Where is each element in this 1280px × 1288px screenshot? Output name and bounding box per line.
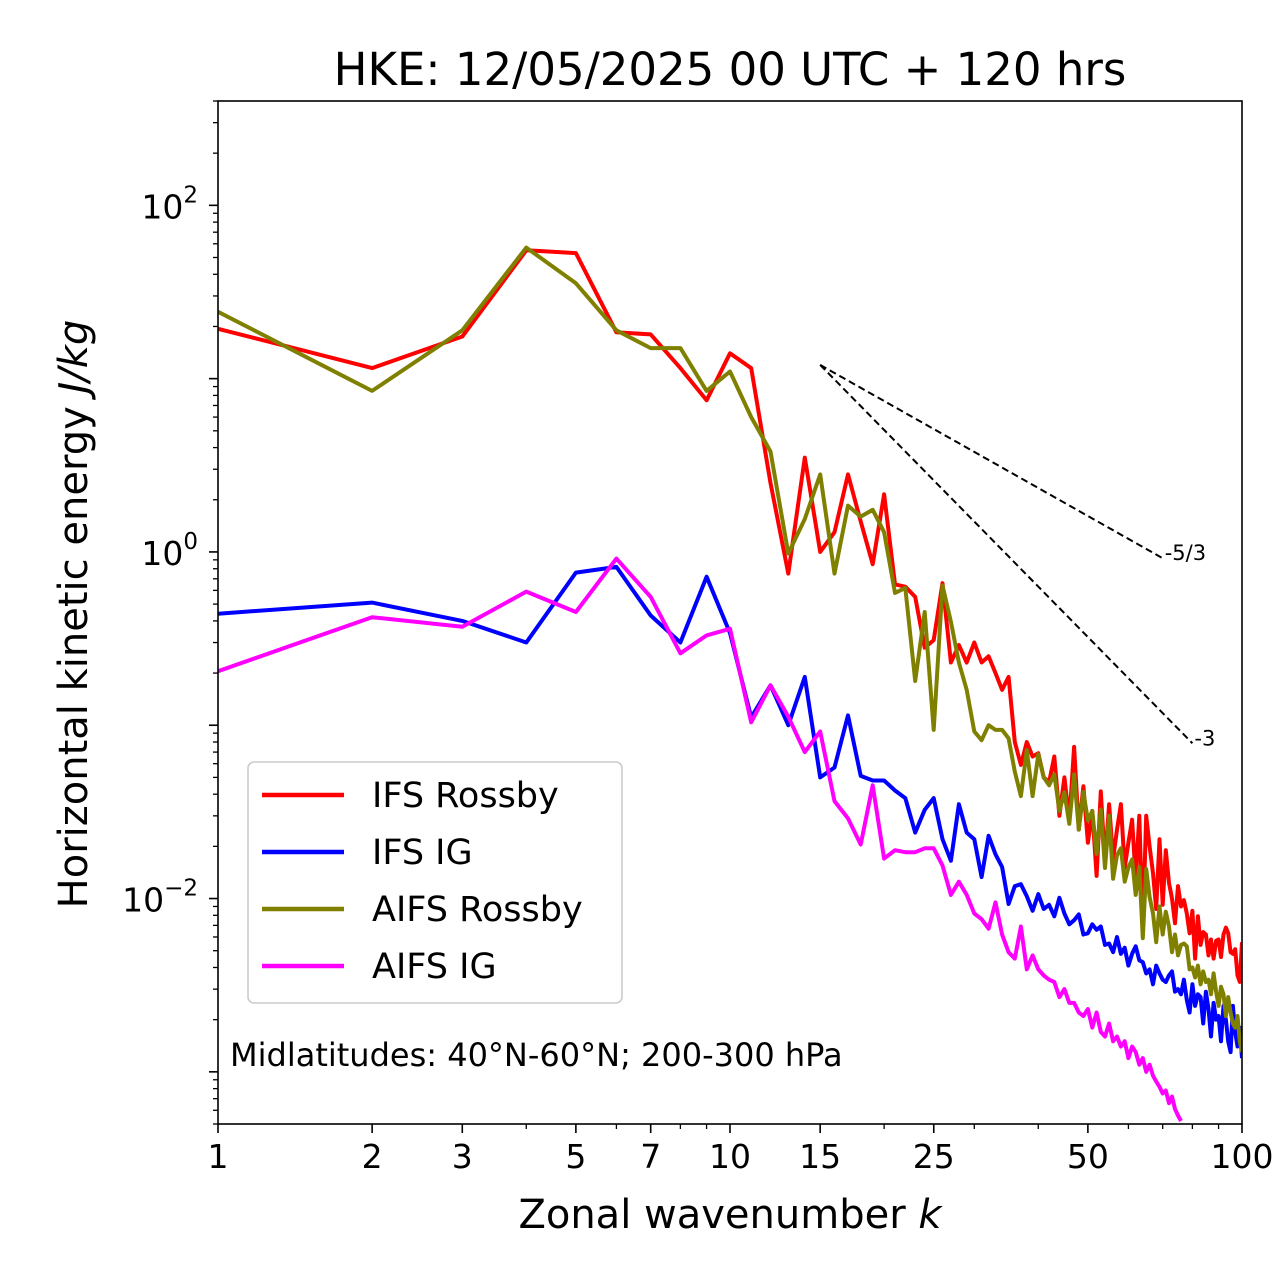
x-tick-label: 100 bbox=[1211, 1137, 1274, 1176]
x-tick-label: 2 bbox=[362, 1137, 383, 1176]
y-axis: 10−2 100 102 bbox=[122, 100, 218, 1125]
reference-line-1 bbox=[819, 364, 1194, 744]
series-line-0 bbox=[218, 248, 1242, 984]
legend-box bbox=[247, 761, 623, 1004]
chart-title: HKE: 12/05/2025 00 UTC + 120 hrs bbox=[334, 43, 1127, 96]
x-tick-label: 10 bbox=[709, 1137, 751, 1176]
x-tick-label: 50 bbox=[1067, 1137, 1109, 1176]
x-tick-label: 5 bbox=[565, 1137, 586, 1176]
reference-slope-labels: -5/3 -3 bbox=[1165, 541, 1216, 750]
y-tick-label: 10−2 bbox=[122, 876, 198, 920]
legend-label-1: IFS IG bbox=[372, 833, 473, 873]
x-axis: 1 2 3 5 7 10 15 25 50 100 bbox=[208, 1124, 1274, 1176]
x-tick-label: 3 bbox=[452, 1137, 473, 1176]
reference-label-0: -5/3 bbox=[1165, 541, 1206, 565]
legend-label-2: AIFS Rossby bbox=[372, 890, 583, 930]
x-tick-label: 7 bbox=[640, 1137, 661, 1176]
x-axis-label: Zonal wavenumber k bbox=[518, 1192, 943, 1238]
x-tick-label: 15 bbox=[799, 1137, 841, 1176]
reference-label-1: -3 bbox=[1194, 726, 1215, 750]
y-tick-label: 102 bbox=[141, 182, 198, 226]
y-axis-label: Horizontal kinetic energy J/kg bbox=[51, 320, 97, 909]
legend: IFS Rossby IFS IG AIFS Rossby AIFS IG bbox=[247, 761, 623, 1004]
x-tick-label: 25 bbox=[913, 1137, 955, 1176]
series-line-1 bbox=[218, 564, 1242, 1059]
legend-label-0: IFS Rossby bbox=[372, 776, 559, 816]
reference-slope-lines bbox=[819, 364, 1194, 744]
region-annotation: Midlatitudes: 40°N-60°N; 200-300 hPa bbox=[230, 1036, 843, 1074]
y-tick-label: 100 bbox=[141, 529, 198, 573]
series-line-3 bbox=[218, 556, 1183, 1122]
x-tick-label: 1 bbox=[208, 1137, 229, 1176]
series-line-2 bbox=[218, 245, 1242, 1053]
legend-label-3: AIFS IG bbox=[372, 947, 497, 987]
series-layer bbox=[218, 245, 1242, 1122]
